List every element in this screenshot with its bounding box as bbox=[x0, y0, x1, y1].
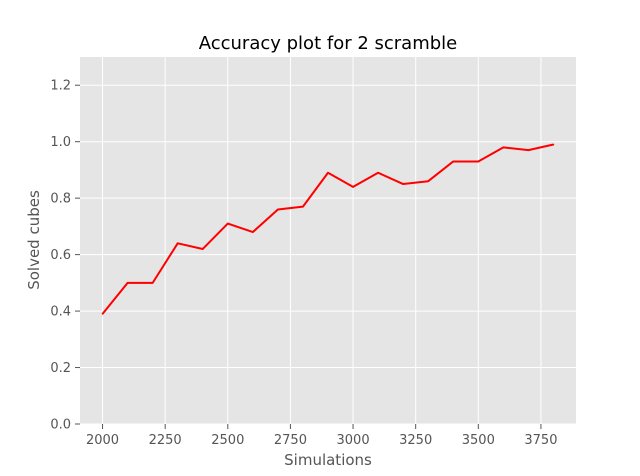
data-point bbox=[477, 160, 480, 163]
data-point bbox=[277, 208, 279, 211]
y-tick-label: 0.2 bbox=[50, 361, 71, 376]
data-point bbox=[377, 171, 379, 174]
data-point bbox=[201, 248, 204, 250]
series-layer bbox=[101, 143, 555, 315]
data-point bbox=[126, 282, 129, 284]
ticks: 2000 2250 2500 2750 3000 3250 3500 3750 0.0 0.2 0.… bbox=[50, 79, 557, 448]
data-point bbox=[527, 149, 530, 151]
x-tick-label: 2750 bbox=[274, 433, 307, 448]
chart-title: Accuracy plot for 2 scramble bbox=[199, 33, 458, 54]
x-axis-label: Simulations bbox=[284, 451, 372, 469]
data-point bbox=[101, 313, 104, 315]
data-point bbox=[151, 282, 154, 284]
data-point bbox=[402, 183, 404, 185]
y-tick-label: 0.0 bbox=[50, 418, 71, 433]
x-tick-label: 2250 bbox=[149, 433, 182, 448]
data-point bbox=[226, 222, 229, 225]
grid bbox=[80, 57, 576, 425]
x-tick-label: 2500 bbox=[211, 433, 244, 448]
data-point bbox=[176, 242, 179, 245]
data-point bbox=[502, 146, 505, 149]
x-tick-label: 2000 bbox=[86, 433, 119, 448]
data-point bbox=[452, 160, 455, 163]
plot-background bbox=[80, 57, 576, 424]
x-tick-label: 3750 bbox=[524, 433, 557, 448]
x-tick-label: 3500 bbox=[462, 433, 495, 448]
data-point bbox=[552, 143, 555, 146]
y-tick-label: 0.8 bbox=[50, 192, 71, 207]
data-point bbox=[302, 205, 304, 208]
data-point bbox=[327, 171, 329, 174]
x-tick-label: 3000 bbox=[337, 433, 370, 448]
data-point bbox=[252, 231, 254, 233]
y-axis-label: Solved cubes bbox=[25, 190, 43, 290]
y-tick-label: 0.6 bbox=[50, 248, 71, 263]
y-tick-label: 0.4 bbox=[50, 305, 71, 320]
data-point bbox=[427, 180, 430, 183]
y-tick-label: 1.2 bbox=[50, 79, 71, 94]
y-tick-label: 1.0 bbox=[50, 135, 71, 150]
data-point bbox=[352, 186, 354, 188]
x-tick-label: 3250 bbox=[399, 433, 432, 448]
